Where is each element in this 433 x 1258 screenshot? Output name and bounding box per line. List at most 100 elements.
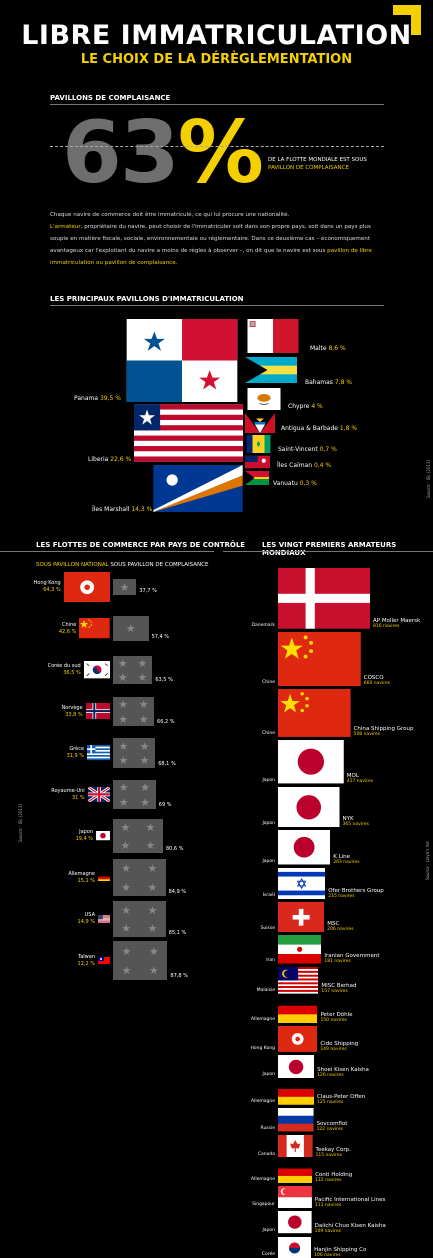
armateur-name: Shoei Kisen Kaisha 126 navires (317, 1067, 369, 1078)
label-bahamas: Bahamas 7,8 % (305, 379, 352, 386)
star-icon: ★ (120, 838, 131, 852)
flotte-flag-national (98, 873, 110, 882)
label-panama-pct: 39,5 % (99, 395, 121, 402)
flotte-complaisance-block: ★ ★ ★ ★ (113, 697, 155, 726)
star-icon: ★ (118, 781, 129, 794)
armateur-name-text: Peter Döhle (320, 1011, 353, 1018)
armateur-name: NYK 365 navires (343, 816, 369, 827)
armateur-ships: 126 navires (317, 1073, 344, 1079)
star-icon: ★ (121, 922, 132, 936)
armateur-country: Japon (262, 821, 275, 827)
label-liberia: Liberia 22,6 % (88, 456, 131, 463)
armateur-flag (278, 966, 319, 994)
label-vanuatu-name: Vanuatu (273, 480, 298, 487)
flotte-complaisance-pct: 80,6 % (165, 846, 184, 853)
armateur-name: MOL 417 navires (347, 773, 373, 784)
flotte-flag-national (79, 618, 110, 639)
source-pavillons: Source : ISL (2013) (426, 459, 431, 498)
flotte-flag-national (63, 571, 110, 603)
flag-chypre (247, 388, 281, 410)
armateur-flag (278, 786, 340, 828)
armateur-name: Cido Shipping 149 navires (320, 1041, 358, 1052)
pavillon-term: pavillon de libre immatriculation ou pav… (50, 248, 372, 266)
star-icon: ★ (137, 657, 148, 671)
armateur-flag (278, 740, 344, 784)
star-icon: ★ (140, 781, 150, 794)
intro-paragraph: Chaque navire de commerce doit être imma… (50, 209, 386, 269)
flotte-complaisance-pct: 63,5 % (155, 676, 173, 683)
flotte-national-pct: 33,8 % (65, 711, 83, 718)
star-icon: ★ (118, 754, 129, 768)
armateur-ships: 660 navires (363, 681, 391, 687)
main-subtitle: LE CHOIX DE LA DÉRÈGLEMENTATION (80, 52, 353, 67)
section-title-pavillons: LES PRINCIPAUX PAVILLONS D'IMMATRICULATI… (50, 295, 244, 303)
star-icon: ★ (118, 698, 129, 712)
armateur-name: Claus-Peter Offen 125 navires (317, 1094, 365, 1105)
star-icon: ★ (139, 754, 150, 768)
armateur-country: Chine (262, 680, 275, 686)
divider (223, 551, 433, 552)
label-vanuatu-pct: 0,3 % (299, 480, 317, 487)
label-antigua-pct: 1,8 % (339, 425, 358, 432)
section-title-armateurs: LES VINGT PREMIERS ARMATEURS MONDIAUX (262, 541, 397, 557)
armateur-name: Iranian Government 181 navires (324, 953, 379, 964)
flotte-country: Grèce (69, 746, 85, 752)
label-marshall: Îles Marshall 14,3 % (92, 506, 152, 513)
armateur-name: Peter Döhle 150 navires (320, 1012, 352, 1023)
armateur-name: COSCO 660 navires (364, 675, 390, 686)
flag-panama (126, 319, 238, 402)
flotte-country: Norvège (61, 704, 83, 711)
flotte-flag-national (85, 703, 110, 720)
divider (0, 551, 214, 552)
star-icon: ★ (121, 880, 132, 894)
flotte-flag-national (98, 915, 110, 923)
star-icon: ★ (147, 922, 158, 936)
armateur-flag (278, 1186, 312, 1209)
flag-antigua (245, 413, 275, 433)
star-icon: ★ (139, 739, 150, 753)
star-icon: ★ (147, 862, 158, 876)
armateur-ships: 508 navires (353, 732, 380, 738)
armateur-flag (278, 568, 370, 629)
armateur-ships: 122 navires (316, 1126, 343, 1132)
armateur-name: AP Moller Maersk 816 navires (373, 618, 420, 629)
armateur-name-text: Teekay Corp. (315, 1146, 351, 1153)
label-chypre-pct: 4 % (311, 403, 323, 410)
armateur-name: Ofer Brothers Group 215 navires (328, 888, 384, 899)
big-number: 63 (62, 103, 180, 203)
label-saint-vincent-name: Saint-Vincent (278, 446, 318, 453)
flotte-flag-national (87, 787, 110, 802)
flag-liberia (134, 404, 243, 462)
flotte-flag-national (98, 956, 110, 965)
flotte-flag-national (83, 661, 110, 679)
flotte-national-pct: 14,9 % (77, 919, 95, 925)
armateur-country: Russie (260, 1125, 275, 1131)
armateur-name-text: MSC (327, 921, 340, 928)
flotte-country: Japon (79, 829, 94, 835)
armateur-country: Iran (266, 957, 275, 963)
armateur-country: Japon (262, 1227, 275, 1233)
armateur-name: MISC Berhad 157 navires (321, 983, 356, 994)
flottes-legend: SOUS PAVILLON NATIONAL SOUS PAVILLON DE … (36, 562, 208, 568)
armateur-name-text: Ofer Brothers Group (328, 887, 384, 894)
armateur-country: Chine (262, 731, 275, 737)
flotte-complaisance-pct: 57,4 % (151, 633, 170, 640)
armateur-ships: 417 navires (346, 778, 374, 784)
star-icon: ★ (118, 795, 129, 809)
intro-body: L'armateur, propriétaire du navire, peut… (50, 221, 386, 269)
armateur-name-text: MISC Berhad (321, 982, 357, 989)
armateur-ships: 112 navires (315, 1178, 342, 1183)
armateur-flag (278, 901, 325, 933)
star-icon: ★ (147, 880, 158, 894)
armateur-ships: 365 navires (342, 822, 369, 828)
flotte-country: Royaume-Uni (51, 787, 85, 794)
flotte-national-pct: 19,4 % (75, 836, 94, 842)
armateur-country: Singapour (252, 1202, 275, 1208)
armateur-ships: 115 navires (315, 1152, 342, 1158)
label-antigua: Antigua & Barbade 1,8 % (281, 425, 357, 432)
label-panama: Panama 39,5 % (74, 395, 121, 402)
armateur-country: Japon (262, 858, 275, 864)
flotte-complaisance-pct: 68,1 % (158, 760, 176, 767)
star-icon: ★ (118, 739, 129, 753)
armateur-ships: 149 navires (320, 1046, 347, 1052)
